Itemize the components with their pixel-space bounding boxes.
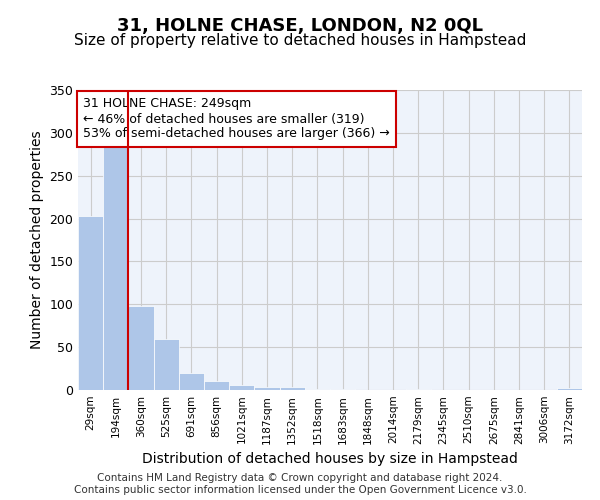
Bar xyxy=(280,388,305,390)
Bar xyxy=(78,216,103,390)
Bar xyxy=(154,338,179,390)
Text: 31, HOLNE CHASE, LONDON, N2 0QL: 31, HOLNE CHASE, LONDON, N2 0QL xyxy=(117,18,483,36)
Text: 31 HOLNE CHASE: 249sqm
← 46% of detached houses are smaller (319)
53% of semi-de: 31 HOLNE CHASE: 249sqm ← 46% of detached… xyxy=(83,98,390,140)
Bar xyxy=(229,385,254,390)
Bar xyxy=(103,142,128,390)
Bar xyxy=(406,389,431,390)
Bar xyxy=(128,306,154,390)
Bar xyxy=(254,386,280,390)
Bar xyxy=(204,380,229,390)
Bar xyxy=(179,373,204,390)
X-axis label: Distribution of detached houses by size in Hampstead: Distribution of detached houses by size … xyxy=(142,452,518,466)
Bar xyxy=(330,389,355,390)
Y-axis label: Number of detached properties: Number of detached properties xyxy=(30,130,44,350)
Text: Contains HM Land Registry data © Crown copyright and database right 2024.
Contai: Contains HM Land Registry data © Crown c… xyxy=(74,474,526,495)
Bar xyxy=(305,389,330,390)
Bar xyxy=(557,388,582,390)
Text: Size of property relative to detached houses in Hampstead: Size of property relative to detached ho… xyxy=(74,32,526,48)
